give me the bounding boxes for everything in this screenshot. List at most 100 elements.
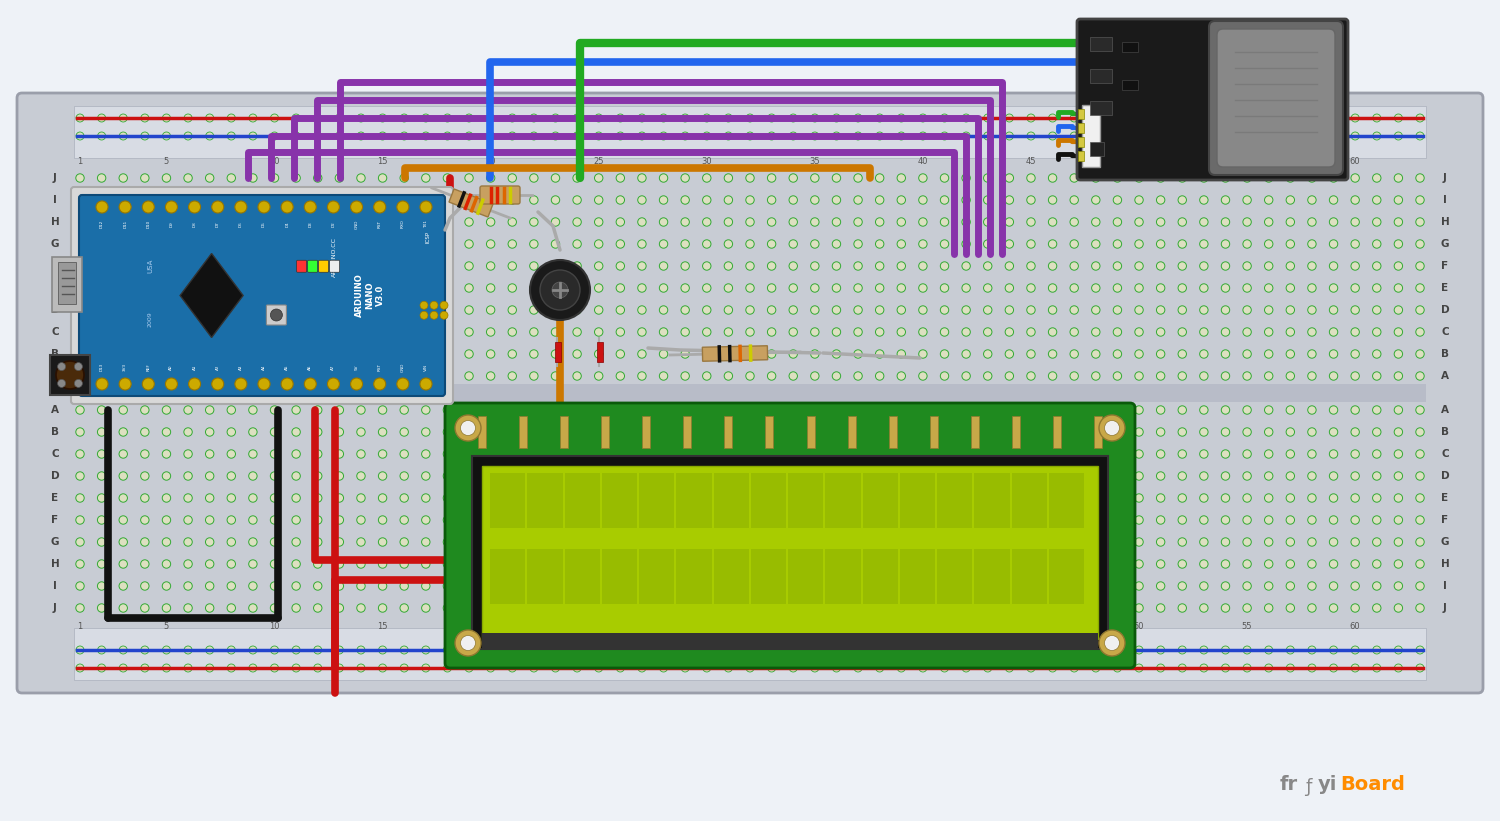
Circle shape [270,328,279,337]
Circle shape [918,582,927,590]
Circle shape [1136,428,1143,436]
Circle shape [1286,350,1294,358]
Circle shape [573,428,582,436]
Circle shape [465,406,472,415]
Circle shape [141,582,148,590]
Circle shape [1329,262,1338,270]
Circle shape [638,218,646,227]
Circle shape [162,516,171,524]
Circle shape [1416,406,1424,415]
Circle shape [76,350,84,358]
Circle shape [1372,493,1382,502]
Text: 40: 40 [918,157,928,166]
Circle shape [1156,195,1166,204]
Circle shape [509,450,516,458]
Circle shape [206,284,214,292]
Text: 20: 20 [486,621,496,631]
Circle shape [351,201,363,213]
Circle shape [1329,538,1338,546]
Circle shape [1028,406,1035,415]
Circle shape [334,516,344,524]
Circle shape [681,538,690,546]
Circle shape [1308,582,1316,590]
Circle shape [1394,305,1402,314]
Circle shape [184,646,192,654]
Circle shape [249,174,256,182]
Circle shape [400,350,408,358]
Circle shape [465,428,472,436]
Circle shape [702,428,711,436]
Circle shape [746,328,754,337]
Circle shape [1264,132,1272,140]
Circle shape [681,450,690,458]
FancyBboxPatch shape [480,186,520,204]
Circle shape [812,114,819,122]
Circle shape [1329,218,1338,227]
Bar [714,549,748,604]
Circle shape [442,195,452,204]
Circle shape [400,428,408,436]
Circle shape [897,406,906,415]
Circle shape [118,428,128,436]
Circle shape [876,472,884,480]
Circle shape [768,328,776,337]
Circle shape [573,305,582,314]
Circle shape [810,240,819,248]
Circle shape [76,240,84,248]
Circle shape [853,582,862,590]
Circle shape [184,538,192,546]
Circle shape [1092,262,1100,270]
Circle shape [962,582,970,590]
Circle shape [1104,635,1119,650]
Circle shape [465,516,472,524]
Circle shape [1028,582,1035,590]
Circle shape [940,328,948,337]
Bar [938,549,972,604]
Circle shape [853,218,862,227]
Circle shape [1329,284,1338,292]
Circle shape [1200,350,1208,358]
Circle shape [940,646,948,654]
Circle shape [1394,603,1402,612]
Circle shape [1352,372,1359,380]
Circle shape [810,450,819,458]
Circle shape [292,493,300,502]
Circle shape [76,305,84,314]
Text: A: A [1442,405,1449,415]
Circle shape [1264,493,1274,502]
Circle shape [1200,262,1208,270]
Circle shape [1100,630,1125,656]
Circle shape [940,195,948,204]
Circle shape [552,305,560,314]
Circle shape [552,114,560,122]
Circle shape [616,195,624,204]
Circle shape [1178,284,1186,292]
Circle shape [1286,450,1294,458]
Circle shape [249,372,256,380]
Circle shape [509,218,516,227]
Circle shape [1156,305,1166,314]
Text: G: G [1440,239,1449,249]
Circle shape [314,218,322,227]
Circle shape [509,493,516,502]
Circle shape [1092,284,1100,292]
Circle shape [1200,218,1208,227]
Circle shape [594,646,603,654]
Circle shape [465,284,472,292]
Circle shape [768,240,776,248]
Circle shape [1028,603,1035,612]
Circle shape [400,328,408,337]
Circle shape [314,646,321,654]
Circle shape [810,372,819,380]
Circle shape [638,472,646,480]
Circle shape [465,450,472,458]
Circle shape [918,603,927,612]
Circle shape [573,262,582,270]
Circle shape [1200,406,1208,415]
Circle shape [876,262,884,270]
Circle shape [509,406,516,415]
Circle shape [292,428,300,436]
Circle shape [660,493,668,502]
Circle shape [1156,582,1166,590]
Circle shape [638,240,646,248]
